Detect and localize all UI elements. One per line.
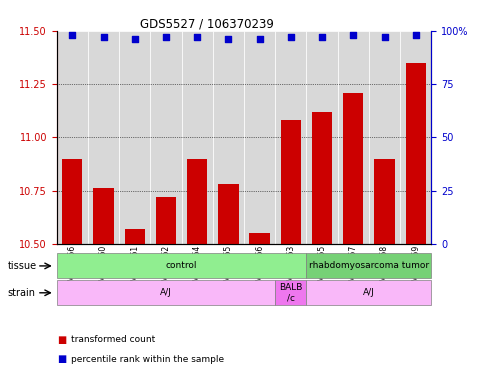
Bar (244, 31, 275, 244)
Bar (338, 31, 369, 244)
Bar (187, 159, 208, 384)
Text: percentile rank within the sample: percentile rank within the sample (71, 354, 225, 364)
Text: BALB
/c: BALB /c (279, 283, 303, 303)
Point (193, 34, 201, 40)
Point (256, 36, 264, 42)
Bar (312, 112, 332, 384)
Bar (249, 233, 270, 384)
Bar (307, 31, 338, 244)
Bar (88, 31, 119, 244)
Bar (62, 159, 82, 384)
Bar (93, 189, 114, 384)
Bar (275, 280, 307, 305)
Bar (369, 31, 400, 244)
Point (131, 36, 139, 42)
Text: control: control (166, 262, 197, 270)
Bar (218, 184, 239, 384)
Bar (125, 229, 145, 384)
Bar (119, 31, 150, 244)
Text: A/J: A/J (160, 288, 172, 297)
Bar (213, 31, 244, 244)
Bar (156, 197, 176, 384)
Text: tissue: tissue (7, 261, 36, 271)
Bar (307, 253, 431, 278)
Text: transformed count: transformed count (71, 335, 156, 344)
Text: strain: strain (7, 288, 35, 298)
Bar (275, 31, 307, 244)
Point (350, 32, 357, 38)
Bar (343, 93, 363, 384)
Bar (406, 63, 426, 384)
Point (100, 34, 107, 40)
Bar (374, 159, 395, 384)
Point (412, 32, 420, 38)
Bar (150, 31, 181, 244)
Point (318, 34, 326, 40)
Text: rhabdomyosarcoma tumor: rhabdomyosarcoma tumor (309, 262, 429, 270)
Bar (57, 253, 307, 278)
Point (162, 34, 170, 40)
Bar (307, 280, 431, 305)
Point (381, 34, 388, 40)
Point (287, 34, 295, 40)
Bar (181, 31, 213, 244)
Text: A/J: A/J (363, 288, 375, 297)
Text: ■: ■ (57, 335, 66, 345)
Text: GDS5527 / 106370239: GDS5527 / 106370239 (140, 17, 274, 30)
Bar (57, 31, 88, 244)
Bar (57, 280, 275, 305)
Bar (281, 120, 301, 384)
Point (69, 32, 76, 38)
Point (224, 36, 232, 42)
Text: ■: ■ (57, 354, 66, 364)
Bar (400, 31, 431, 244)
